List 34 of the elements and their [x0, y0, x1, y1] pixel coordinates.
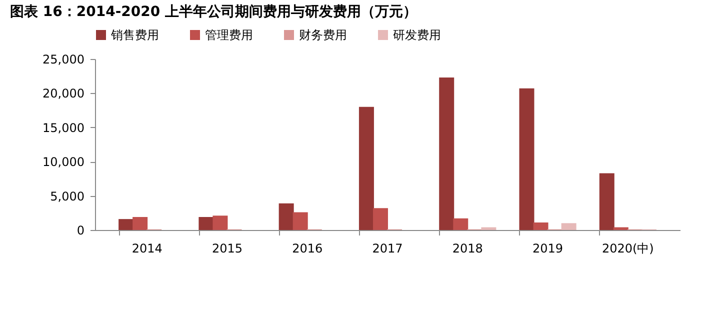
bar: [533, 222, 548, 230]
legend-label: 销售费用: [110, 28, 159, 42]
bar: [212, 216, 228, 230]
x-tick-label: 2018: [452, 242, 483, 256]
legend-label: 研发费用: [393, 28, 441, 42]
x-tick-label: 2014: [132, 242, 162, 256]
bar: [118, 219, 134, 230]
legend-label: 财务费用: [299, 28, 347, 42]
bar: [132, 217, 148, 230]
y-tick-label: 5,000: [50, 189, 84, 204]
x-tick-label: 2017: [372, 242, 403, 256]
x-tick-label: 2016: [292, 242, 323, 256]
bar: [481, 227, 496, 230]
bar: [278, 203, 294, 230]
bar: [292, 212, 308, 230]
y-tick-label: 25,000: [42, 52, 84, 66]
y-tick-label: 0: [76, 224, 84, 238]
bar: [358, 106, 374, 230]
x-tick-label: 2019: [532, 242, 564, 256]
bar: [519, 88, 534, 230]
bar: [198, 217, 214, 230]
chart-title: 图表 16：2014-2020 上半年公司期间费用与研发费用（万元）: [10, 4, 417, 20]
bar: [599, 173, 614, 230]
bar: [613, 227, 628, 230]
bar: [453, 218, 468, 230]
bar: [561, 223, 576, 230]
bar: [372, 208, 388, 230]
x-tick-label: 2020(中): [602, 242, 654, 256]
x-tick-label: 2015: [212, 242, 242, 256]
legend-label: 管理费用: [205, 28, 253, 42]
y-tick-label: 10,000: [42, 155, 84, 170]
y-tick-label: 20,000: [42, 86, 84, 101]
bar: [439, 77, 454, 230]
y-tick-label: 15,000: [42, 120, 84, 135]
